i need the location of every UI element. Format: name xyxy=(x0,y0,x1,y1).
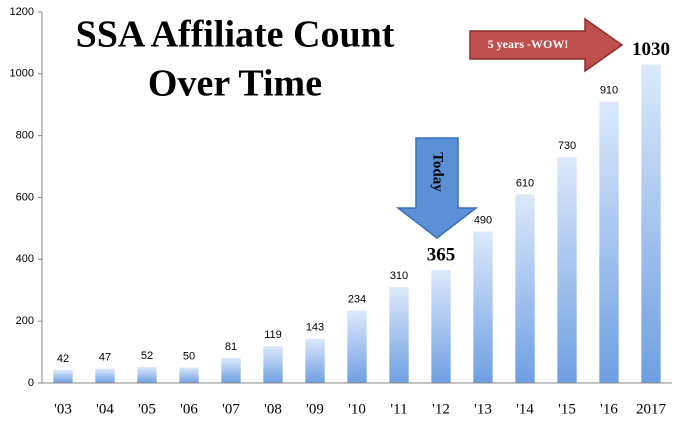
data-label: 119 xyxy=(264,329,282,341)
data-label: 234 xyxy=(348,294,366,306)
x-tick-label: '15 xyxy=(558,401,576,417)
x-tick-label: '04 xyxy=(96,401,114,417)
bars xyxy=(53,64,661,384)
x-tick-label: '11 xyxy=(390,401,407,417)
annotation-text: 5 years -WOW! xyxy=(488,37,569,51)
x-tick-label: '06 xyxy=(180,401,198,417)
today-arrow xyxy=(395,137,479,239)
x-tick-label: '12 xyxy=(432,401,450,417)
data-label: 1030 xyxy=(632,39,670,60)
bar xyxy=(95,368,115,383)
x-tick-label: '16 xyxy=(600,401,618,417)
bar xyxy=(431,270,451,383)
bar xyxy=(137,366,157,383)
data-label: 42 xyxy=(57,353,69,365)
bar xyxy=(263,346,283,383)
bar xyxy=(641,64,661,383)
y-tick-label: 1200 xyxy=(10,6,34,18)
data-label: 910 xyxy=(600,85,618,97)
y-tick-label: 1000 xyxy=(10,68,34,80)
data-label: 365 xyxy=(427,245,456,266)
wow-callout: 5 years -WOW! xyxy=(469,17,624,73)
x-tick-label: '10 xyxy=(348,401,366,417)
bar xyxy=(53,370,73,383)
data-label: 143 xyxy=(306,322,324,334)
x-tick-label: '14 xyxy=(516,401,534,417)
data-label: 81 xyxy=(225,341,237,353)
x-tick-label: '03 xyxy=(54,401,72,417)
x-tick-label: '07 xyxy=(222,401,240,417)
x-tick-label: '13 xyxy=(474,401,492,417)
data-label: 490 xyxy=(474,214,492,226)
bar xyxy=(389,287,409,383)
x-tick-label: '09 xyxy=(306,401,324,417)
y-tick-label: 0 xyxy=(28,377,34,389)
bar xyxy=(473,231,493,383)
bar xyxy=(515,194,535,383)
chart-title: Over Time xyxy=(148,63,322,105)
chart-title: SSA Affiliate Count xyxy=(76,14,395,56)
data-label: 310 xyxy=(390,270,408,282)
y-tick-label: 600 xyxy=(16,191,34,203)
bar xyxy=(347,310,367,383)
x-tick-label: 2017 xyxy=(636,401,667,417)
wow-arrow xyxy=(469,17,624,73)
data-label: 50 xyxy=(183,350,195,362)
bar xyxy=(599,101,619,384)
y-tick-label: 800 xyxy=(16,130,34,142)
data-label: 47 xyxy=(99,351,111,363)
bar xyxy=(221,357,241,383)
y-tick-label: 400 xyxy=(16,253,34,265)
data-label: 610 xyxy=(516,177,534,189)
bar xyxy=(557,157,577,383)
today-callout: Today xyxy=(395,137,479,239)
x-tick-label: '05 xyxy=(138,401,156,417)
data-label: 52 xyxy=(141,350,153,362)
x-tick-label: '08 xyxy=(264,401,282,417)
bar xyxy=(179,367,199,383)
annotation-text: Today xyxy=(430,152,446,192)
y-tick-label: 200 xyxy=(16,315,34,327)
data-label: 730 xyxy=(558,140,576,152)
bar xyxy=(305,338,325,383)
